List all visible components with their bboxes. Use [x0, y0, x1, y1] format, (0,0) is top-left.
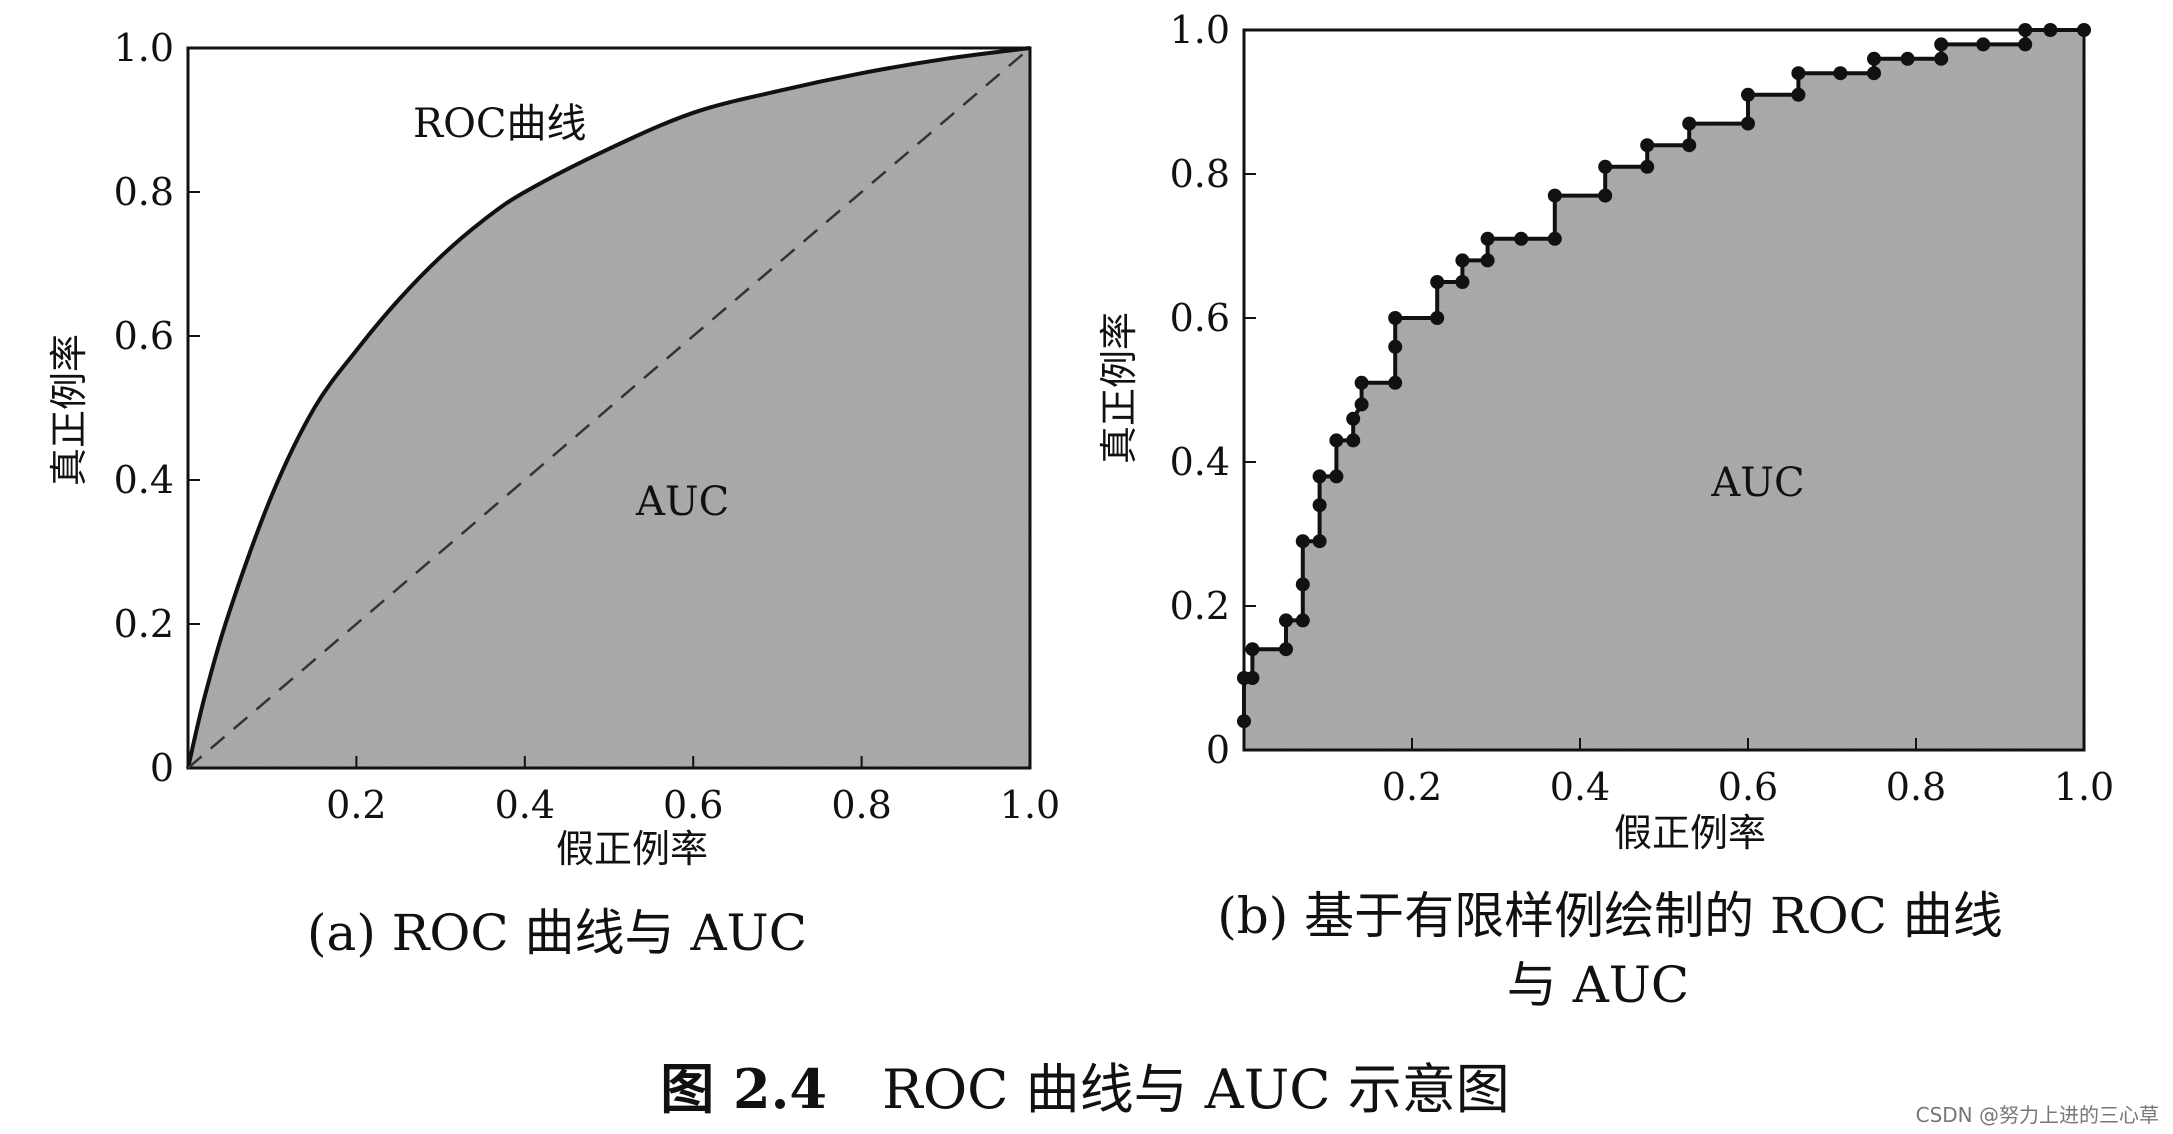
sample-point-marker	[1867, 66, 1881, 81]
sample-point-marker	[1295, 534, 1310, 549]
sample-point-marker	[1354, 397, 1369, 412]
sample-point-marker	[1430, 275, 1445, 289]
sample-point-marker	[1237, 714, 1251, 729]
panel-b-x-axis-label: 假正例率	[1614, 811, 1766, 855]
panel-b-roc-finite: 0 0.2 0.4 0.6 0.8 1.0 0.2 0.4 0.6 0.8 1.0 AUC 假正例…	[1097, 8, 2114, 1014]
panel-a-auc-label: AUC	[635, 479, 729, 525]
panel-b-auc-label: AUC	[1710, 460, 1804, 506]
y-tick-label: 0.8	[1170, 152, 1230, 196]
panel-b-sample-points	[1237, 23, 2091, 729]
panel-a-y-axis-label: 真正例率	[47, 334, 91, 486]
panel-a-diagonal-dashed	[187, 47, 1031, 769]
panel-b-caption-line1: (b) 基于有限样例绘制的 ROC 曲线	[1217, 887, 2003, 945]
sample-point-marker	[1312, 534, 1327, 549]
panel-a-caption: (a) ROC 曲线与 AUC	[307, 904, 807, 962]
panel-a-roc-label: ROC曲线	[413, 101, 587, 147]
sample-point-marker	[1279, 613, 1293, 628]
sample-point-marker	[2077, 23, 2091, 37]
y-tick-label: 0.6	[114, 314, 174, 358]
sample-point-marker	[1598, 188, 1613, 203]
x-tick-label: 0.6	[663, 783, 723, 827]
sample-point-marker	[1245, 642, 1260, 657]
sample-point-marker	[1598, 159, 1613, 174]
sample-point-marker	[1480, 253, 1495, 268]
sample-point-marker	[1346, 411, 1361, 426]
sample-point-marker	[1388, 375, 1403, 390]
y-tick-label: 0.4	[1170, 440, 1230, 484]
y-tick-label: 0	[150, 746, 174, 790]
sample-point-marker	[1312, 469, 1327, 484]
panel-b-y-ticks: 0 0.2 0.4 0.6 0.8 1.0	[1170, 8, 1256, 772]
watermark-text: CSDN @努力上进的三心草	[1915, 1103, 2159, 1127]
sample-point-marker	[1791, 87, 1806, 102]
sample-point-marker	[1295, 577, 1310, 592]
sample-point-marker	[2043, 23, 2058, 37]
sample-point-marker	[1976, 37, 1991, 52]
panel-b-x-ticks: 0.2 0.4 0.6 0.8 1.0	[1382, 738, 2114, 809]
sample-point-marker	[1430, 311, 1445, 325]
x-tick-label: 1.0	[2054, 765, 2114, 809]
panel-b-y-axis-label: 真正例率	[1097, 312, 1141, 464]
panel-a-x-ticks: 0.2 0.4 0.6 0.8 1.0	[326, 756, 1060, 827]
panel-b-auc-texture	[1244, 30, 2084, 750]
y-tick-label: 0.6	[1170, 296, 1230, 340]
sample-point-marker	[1295, 613, 1310, 628]
sample-point-marker	[1640, 138, 1655, 153]
y-tick-label: 1.0	[1170, 8, 1230, 52]
panel-a-roc-curve: 0 0.2 0.4 0.6 0.8 1.0 0.2 0.4 0.6 0.8 1.0 ROC曲线 A…	[47, 26, 1060, 962]
x-tick-label: 0.2	[326, 783, 386, 827]
sample-point-marker	[1934, 51, 1949, 66]
sample-point-marker	[1791, 66, 1806, 81]
sample-point-marker	[1900, 51, 1915, 66]
x-tick-label: 1.0	[1000, 783, 1060, 827]
panel-a-frame	[186, 46, 1032, 770]
sample-point-marker	[2018, 23, 2033, 37]
sample-point-marker	[1329, 433, 1344, 448]
sample-point-marker	[1279, 642, 1293, 657]
sample-point-marker	[1312, 498, 1327, 513]
sample-point-marker	[1682, 116, 1697, 131]
sample-point-marker	[1934, 37, 1949, 52]
sample-point-marker	[1741, 116, 1755, 131]
sample-point-marker	[1455, 275, 1470, 289]
sample-point-marker	[1833, 66, 1848, 81]
sample-point-marker	[1346, 433, 1361, 448]
sample-point-marker	[1547, 231, 1562, 246]
sample-point-marker	[1388, 339, 1403, 354]
y-tick-label: 0.4	[114, 458, 174, 502]
sample-point-marker	[1354, 375, 1369, 390]
y-tick-label: 0.8	[114, 170, 174, 214]
x-tick-label: 0.2	[1382, 765, 1442, 809]
sample-point-marker	[1547, 188, 1562, 203]
x-tick-label: 0.4	[495, 783, 555, 827]
sample-point-marker	[1741, 87, 1755, 102]
y-tick-label: 0	[1206, 728, 1230, 772]
panel-a-x-axis-label: 假正例率	[556, 827, 708, 871]
sample-point-marker	[2018, 37, 2033, 52]
panel-b-frame	[1242, 28, 2086, 752]
sample-point-marker	[1329, 469, 1344, 484]
figure-caption-text: ROC 曲线与 AUC 示意图	[882, 1058, 1510, 1121]
sample-point-marker	[1682, 138, 1697, 153]
x-tick-label: 0.4	[1550, 765, 1610, 809]
sample-point-marker	[1514, 231, 1529, 246]
y-tick-label: 0.2	[1170, 584, 1230, 628]
panel-a-y-ticks: 0 0.2 0.4 0.6 0.8 1.0	[114, 26, 200, 790]
y-tick-label: 1.0	[114, 26, 174, 70]
figure-caption-number: 图 2.4	[660, 1057, 827, 1121]
sample-point-marker	[1388, 311, 1403, 325]
x-tick-label: 0.8	[1886, 765, 1946, 809]
sample-point-marker	[1480, 231, 1495, 246]
sample-point-marker	[1245, 671, 1260, 685]
sample-point-marker	[1455, 253, 1470, 268]
panel-a-roc-curve-line	[186, 46, 1031, 769]
panel-b-caption-line2: 与 AUC	[1507, 956, 1689, 1014]
figure-caption: 图 2.4 ROC 曲线与 AUC 示意图	[660, 1057, 1510, 1121]
x-tick-label: 0.6	[1718, 765, 1778, 809]
y-tick-label: 0.2	[114, 602, 174, 646]
x-tick-label: 0.8	[831, 783, 891, 827]
sample-point-marker	[1640, 159, 1655, 174]
sample-point-marker	[1867, 51, 1881, 66]
